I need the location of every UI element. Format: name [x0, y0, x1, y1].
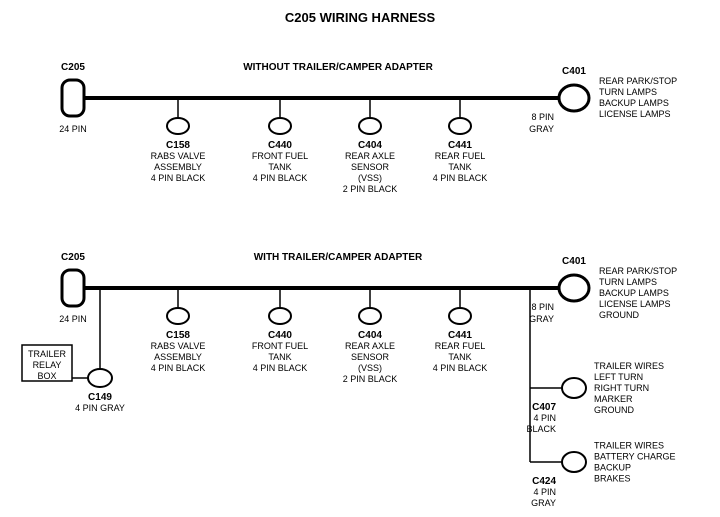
svg-text:SENSOR: SENSOR: [351, 162, 390, 172]
svg-text:4 PIN BLACK: 4 PIN BLACK: [433, 363, 488, 373]
svg-text:GROUND: GROUND: [594, 405, 634, 415]
svg-text:REAR FUEL: REAR FUEL: [435, 341, 486, 351]
svg-text:TANK: TANK: [448, 352, 471, 362]
connector-C205: [62, 80, 84, 116]
svg-text:4 PIN BLACK: 4 PIN BLACK: [253, 173, 308, 183]
svg-text:BACKUP: BACKUP: [594, 463, 631, 473]
svg-text:LICENSE LAMPS: LICENSE LAMPS: [599, 109, 671, 119]
svg-text:TANK: TANK: [268, 352, 291, 362]
svg-text:4 PIN BLACK: 4 PIN BLACK: [253, 363, 308, 373]
svg-text:RABS VALVE: RABS VALVE: [151, 341, 206, 351]
svg-text:RIGHT TURN: RIGHT TURN: [594, 383, 649, 393]
svg-text:4 PIN BLACK: 4 PIN BLACK: [433, 173, 488, 183]
svg-text:4 PIN BLACK: 4 PIN BLACK: [151, 363, 206, 373]
svg-text:BRAKES: BRAKES: [594, 474, 631, 484]
svg-text:C205: C205: [61, 252, 85, 263]
connector-C158: [167, 308, 189, 324]
svg-text:FRONT FUEL: FRONT FUEL: [252, 341, 308, 351]
connector-C205: [62, 270, 84, 306]
svg-text:C149: C149: [88, 392, 112, 403]
svg-text:BACKUP LAMPS: BACKUP LAMPS: [599, 98, 669, 108]
svg-text:TANK: TANK: [268, 162, 291, 172]
svg-text:BLACK: BLACK: [526, 424, 556, 434]
svg-text:RABS VALVE: RABS VALVE: [151, 151, 206, 161]
connector-C401: [559, 275, 589, 301]
svg-text:C441: C441: [448, 140, 472, 151]
svg-text:GRAY: GRAY: [531, 498, 556, 508]
svg-text:(VSS): (VSS): [358, 173, 382, 183]
connector-C441: [449, 308, 471, 324]
svg-text:C424: C424: [532, 476, 556, 487]
svg-text:4 PIN GRAY: 4 PIN GRAY: [75, 403, 125, 413]
connector-C404: [359, 118, 381, 134]
svg-text:(VSS): (VSS): [358, 363, 382, 373]
svg-text:REAR FUEL: REAR FUEL: [435, 151, 486, 161]
connector-C404: [359, 308, 381, 324]
svg-text:TURN LAMPS: TURN LAMPS: [599, 87, 657, 97]
svg-text:BOX: BOX: [37, 371, 56, 381]
svg-text:C401: C401: [562, 66, 586, 77]
svg-text:TRAILER: TRAILER: [28, 349, 67, 359]
svg-text:C441: C441: [448, 330, 472, 341]
section-0: WITHOUT TRAILER/CAMPER ADAPTER C205 24 PIN…: [59, 62, 677, 194]
svg-text:2 PIN BLACK: 2 PIN BLACK: [343, 184, 398, 194]
svg-text:C401: C401: [562, 256, 586, 267]
svg-text:ASSEMBLY: ASSEMBLY: [154, 162, 202, 172]
svg-text:RELAY: RELAY: [33, 360, 62, 370]
svg-text:C404: C404: [358, 330, 382, 341]
svg-text:FRONT FUEL: FRONT FUEL: [252, 151, 308, 161]
svg-text:4 PIN: 4 PIN: [533, 413, 556, 423]
connector-C440: [269, 118, 291, 134]
svg-text:TRAILER WIRES: TRAILER WIRES: [594, 441, 664, 451]
connector-C441: [449, 118, 471, 134]
svg-text:WITHOUT TRAILER/CAMPER ADAPT: WITHOUT TRAILER/CAMPER ADAPTER: [243, 62, 433, 73]
connector-C424: [562, 452, 586, 472]
connector-C407: [562, 378, 586, 398]
svg-text:TANK: TANK: [448, 162, 471, 172]
svg-text:C404: C404: [358, 140, 382, 151]
connector-C440: [269, 308, 291, 324]
svg-text:SENSOR: SENSOR: [351, 352, 390, 362]
svg-text:REAR AXLE: REAR AXLE: [345, 341, 395, 351]
svg-text:GROUND: GROUND: [599, 310, 639, 320]
svg-text:8 PIN: 8 PIN: [531, 302, 554, 312]
svg-text:C440: C440: [268, 140, 292, 151]
svg-text:C158: C158: [166, 140, 190, 151]
svg-text:GRAY: GRAY: [529, 124, 554, 134]
svg-text:C205 WIRING HARNESS: C205 WIRING HARNESS: [285, 10, 436, 25]
svg-text:REAR AXLE: REAR AXLE: [345, 151, 395, 161]
svg-text:BATTERY CHARGE: BATTERY CHARGE: [594, 452, 676, 462]
svg-text:C205: C205: [61, 62, 85, 73]
svg-text:LICENSE LAMPS: LICENSE LAMPS: [599, 299, 671, 309]
svg-text:LEFT TURN: LEFT TURN: [594, 372, 643, 382]
svg-text:ASSEMBLY: ASSEMBLY: [154, 352, 202, 362]
svg-text:BACKUP LAMPS: BACKUP LAMPS: [599, 288, 669, 298]
svg-text:C440: C440: [268, 330, 292, 341]
svg-text:C158: C158: [166, 330, 190, 341]
connector-C158: [167, 118, 189, 134]
svg-text:C407: C407: [532, 402, 556, 413]
svg-text:REAR PARK/STOP: REAR PARK/STOP: [599, 266, 677, 276]
svg-text:GRAY: GRAY: [529, 314, 554, 324]
svg-text:WITH TRAILER/CAMPER ADAPTER: WITH TRAILER/CAMPER ADAPTER: [254, 252, 423, 263]
svg-text:24 PIN: 24 PIN: [59, 314, 87, 324]
svg-text:4 PIN BLACK: 4 PIN BLACK: [151, 173, 206, 183]
svg-text:TURN LAMPS: TURN LAMPS: [599, 277, 657, 287]
svg-text:2 PIN BLACK: 2 PIN BLACK: [343, 374, 398, 384]
svg-text:TRAILER WIRES: TRAILER WIRES: [594, 361, 664, 371]
svg-text:REAR PARK/STOP: REAR PARK/STOP: [599, 76, 677, 86]
svg-text:8 PIN: 8 PIN: [531, 112, 554, 122]
wiring-diagram: C205 WIRING HARNESS WITHOUT TRAILER/CAMPE…: [0, 0, 720, 517]
svg-text:MARKER: MARKER: [594, 394, 633, 404]
section-1: WITH TRAILER/CAMPER ADAPTER C205 24 PIN C40…: [22, 252, 677, 508]
svg-text:24 PIN: 24 PIN: [59, 124, 87, 134]
svg-text:4 PIN: 4 PIN: [533, 487, 556, 497]
connector-C149: [88, 369, 112, 387]
connector-C401: [559, 85, 589, 111]
